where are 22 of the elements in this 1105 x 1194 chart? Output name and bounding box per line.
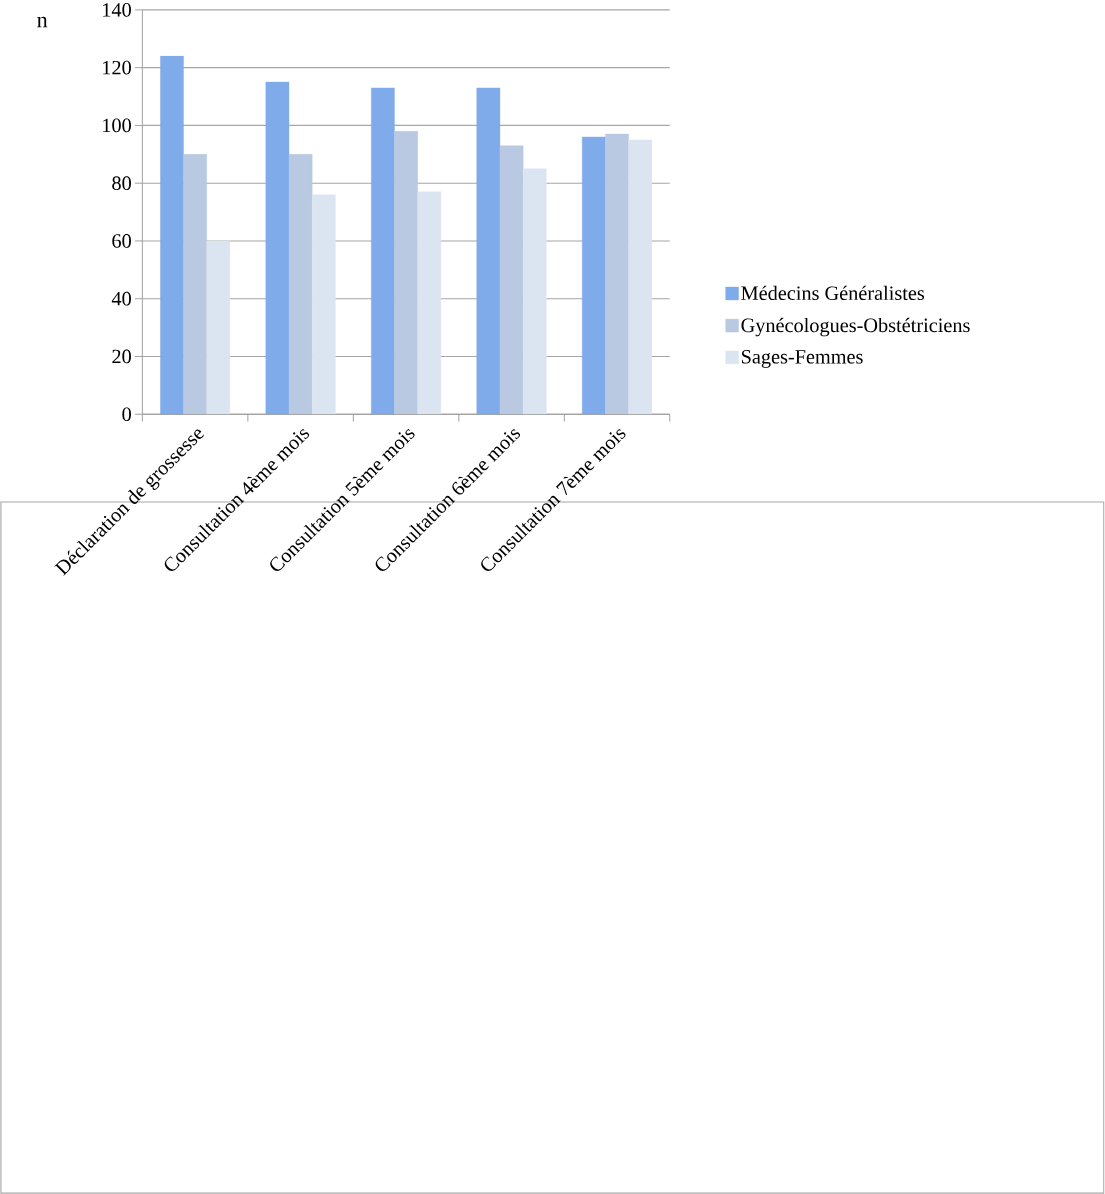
bar bbox=[160, 55, 184, 415]
bar bbox=[265, 81, 290, 415]
bar bbox=[582, 136, 606, 415]
bar bbox=[605, 133, 629, 415]
bar bbox=[394, 131, 419, 415]
legend-label: Médecins Généralistes bbox=[741, 285, 925, 301]
y-tick-label: 140 bbox=[103, 3, 132, 17]
y-tick-label: 80 bbox=[112, 176, 132, 191]
y-tick-label: 100 bbox=[103, 118, 132, 133]
y-tick-label: 0 bbox=[122, 407, 132, 422]
legend-label: Sages-Femmes bbox=[742, 349, 863, 368]
y-tick-label: 60 bbox=[112, 234, 132, 248]
bar bbox=[288, 154, 313, 415]
y-tick-label: 20 bbox=[112, 349, 132, 364]
y-tick-label: 40 bbox=[111, 291, 132, 306]
bar bbox=[183, 154, 208, 415]
bar bbox=[476, 87, 501, 415]
bar bbox=[499, 145, 524, 415]
legend-label: Gynécologues-Obstétriciens bbox=[741, 317, 970, 337]
bar bbox=[371, 87, 395, 415]
y-axis-title: n bbox=[37, 16, 48, 28]
y-tick-label: 120 bbox=[103, 60, 132, 75]
